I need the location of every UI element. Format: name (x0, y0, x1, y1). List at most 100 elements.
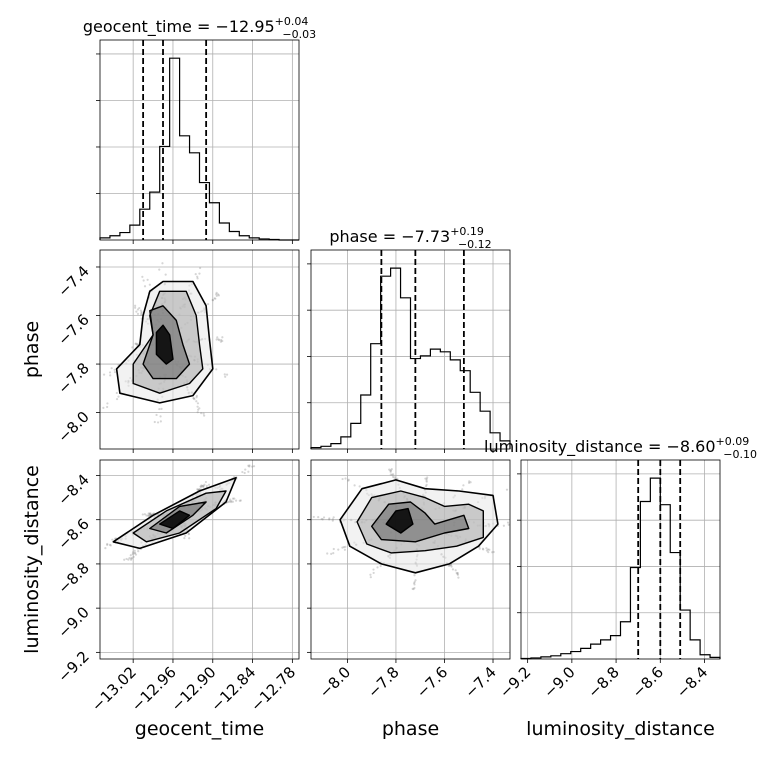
scatter-point (136, 312, 140, 315)
scatter-point (102, 406, 105, 409)
scatter-point (195, 400, 198, 403)
scatter-point (321, 518, 324, 521)
scatter-point (202, 412, 205, 415)
joint-geocent_time-luminosity_distance-frame (99, 459, 300, 660)
scatter-point (206, 302, 210, 306)
scatter-point (389, 469, 392, 472)
scatter-point (457, 576, 460, 579)
scatter-point (149, 512, 152, 515)
ytick-label-phase-1: −7.8 (54, 359, 92, 397)
title-phase: phase = −7.73+0.19 −0.12 (329, 225, 491, 251)
xtick-label-geocent_time-4: −12.78 (247, 663, 299, 715)
scatter-point (147, 512, 150, 515)
scatter-point (164, 273, 167, 276)
scatter-point (110, 367, 113, 370)
scatter-point (215, 293, 218, 296)
scatter-point (219, 340, 223, 343)
scatter-point (492, 550, 495, 554)
scatter-point (215, 338, 218, 341)
scatter-point (358, 485, 361, 488)
scatter-point (131, 346, 134, 349)
title-phase-plus: +0.19 (450, 225, 484, 238)
scatter-point (230, 499, 233, 503)
scatter-point (131, 551, 135, 554)
scatter-point (148, 283, 151, 286)
scatter-point (123, 558, 126, 561)
scatter-point (215, 294, 218, 297)
hist-phase-bin-4 (351, 423, 361, 449)
scatter-point (217, 338, 220, 341)
scatter-point (195, 394, 198, 397)
hist-luminosity_distance-bin-9 (611, 636, 621, 659)
scatter-point (343, 548, 347, 551)
scatter-point (392, 473, 395, 476)
scatter-point (201, 484, 205, 488)
scatter-point (111, 538, 114, 541)
scatter-point (200, 485, 203, 488)
hist-luminosity_distance-bin-10 (621, 622, 631, 659)
scatter-point (468, 480, 471, 483)
scatter-point (390, 468, 393, 471)
hist-phase-bin-11 (420, 356, 430, 449)
scatter-point (372, 568, 375, 571)
hist-luminosity_distance-bin-7 (591, 644, 601, 659)
scatter-point (230, 500, 233, 504)
scatter-point (104, 547, 107, 550)
scatter-point (391, 473, 394, 476)
scatter-point (320, 517, 323, 521)
scatter-point (251, 465, 254, 468)
scatter-point (188, 537, 191, 540)
scatter-point (106, 543, 109, 547)
scatter-point (148, 513, 151, 516)
scatter-point (143, 513, 146, 516)
scatter-point (130, 557, 133, 560)
scatter-point (140, 311, 143, 314)
scatter-point (156, 421, 160, 424)
ytick-label-luminosity_distance-1: −9.0 (54, 603, 92, 641)
scatter-point (117, 395, 120, 398)
hist-geocent_time-bin-2 (120, 233, 130, 240)
scatter-point (106, 542, 109, 546)
scatter-point (248, 465, 251, 468)
scatter-point (215, 291, 218, 294)
hist-luminosity_distance-bin-6 (581, 648, 591, 659)
scatter-point (347, 479, 350, 482)
hist-luminosity_distance-bin-4 (561, 654, 571, 659)
scatter-point (450, 565, 453, 568)
hist-luminosity_distance-frame (520, 459, 721, 660)
hist-luminosity_distance-bin-3 (551, 656, 561, 659)
hist-geocent_time-bin-3 (130, 225, 140, 240)
scatter-point (198, 407, 201, 410)
xtick-label-phase-1: −7.8 (364, 663, 402, 701)
scatter-point (187, 532, 190, 535)
scatter-point (221, 336, 224, 339)
scatter-point (196, 275, 199, 278)
scatter-point (238, 499, 241, 502)
scatter-point (332, 551, 335, 555)
hist-geocent_time-bin-14 (239, 236, 249, 240)
hist-luminosity_distance-bin-15 (670, 553, 680, 659)
scatter-point (448, 564, 451, 567)
scatter-point (217, 294, 220, 297)
scatter-point (233, 497, 236, 500)
scatter-point (129, 558, 133, 561)
scatter-point (228, 500, 231, 503)
scatter-point (353, 484, 356, 487)
scatter-point (205, 484, 208, 487)
scatter-point (224, 375, 227, 378)
scatter-point (389, 473, 392, 476)
title-luminosity_distance-text: luminosity_distance = −8.60 (484, 437, 715, 457)
scatter-point (136, 308, 140, 311)
scatter-point (332, 516, 335, 519)
scatter-point (413, 583, 416, 586)
xaxis-label-luminosity_distance: luminosity_distance (526, 718, 715, 740)
hist-phase-bin-1 (321, 446, 331, 449)
scatter-point (252, 465, 256, 468)
scatter-point (129, 554, 132, 557)
scatter-point (469, 481, 472, 484)
hist-phase-bin-5 (361, 395, 371, 449)
scatter-point (115, 397, 119, 401)
scatter-point (216, 336, 219, 339)
scatter-point (211, 298, 214, 302)
